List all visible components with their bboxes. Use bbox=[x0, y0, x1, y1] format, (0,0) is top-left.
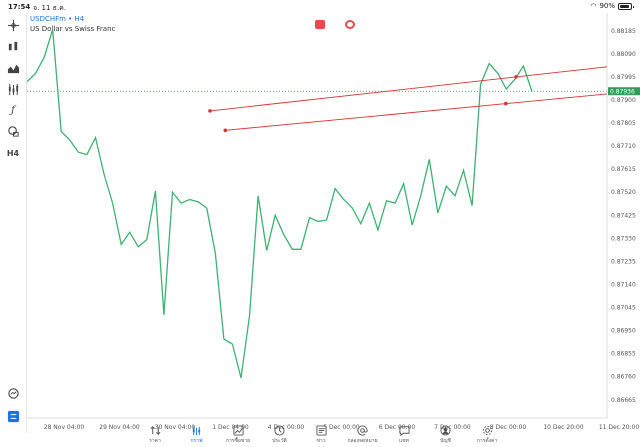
timeframe-button[interactable]: H4 bbox=[6, 148, 20, 158]
y-tick-label: 0.86760 bbox=[611, 374, 636, 381]
sell-button[interactable] bbox=[315, 20, 325, 29]
nav-settings[interactable]: การตั้งค่า bbox=[467, 425, 507, 445]
y-tick-label: 0.86855 bbox=[611, 351, 636, 358]
nav-label: กล่องจดหมาย bbox=[347, 438, 378, 444]
chart-area[interactable]: 0.88185 0.88090 0.87995 0.87900 0.87805 0.877… bbox=[27, 13, 640, 433]
trendline-1 bbox=[209, 66, 608, 112]
chat-icon bbox=[398, 426, 410, 436]
status-right: ◠ 90% bbox=[590, 2, 634, 10]
chart-icon bbox=[192, 425, 201, 436]
x-tick-label: 5 Dec 00:00 bbox=[323, 424, 360, 431]
nav-label: การซื้อขาย bbox=[225, 438, 251, 444]
y-tick-label: 0.87710 bbox=[611, 143, 636, 150]
y-tick-label: 0.88185 bbox=[611, 28, 636, 35]
nav-label: ประวัติ bbox=[272, 438, 287, 444]
wifi-icon: ◠ bbox=[590, 2, 597, 10]
x-tick-label: 10 Dec 20:00 bbox=[543, 424, 584, 431]
nav-label: ข่าว bbox=[316, 438, 326, 444]
y-tick-label: 0.88090 bbox=[611, 51, 636, 58]
price-chart[interactable]: 0.88185 0.88090 0.87995 0.87900 0.87805 0.877… bbox=[27, 13, 640, 433]
nav-mail[interactable]: กล่องจดหมาย bbox=[343, 425, 383, 445]
nav-chat[interactable]: แชท bbox=[384, 425, 424, 445]
history-icon bbox=[274, 425, 285, 436]
x-tick-label: 1 Dec 04:00 bbox=[212, 424, 249, 431]
x-tick-label: 11 Dec 20:00 bbox=[599, 424, 640, 431]
y-tick-label: 0.87425 bbox=[611, 212, 636, 219]
account-icon bbox=[440, 425, 451, 436]
trendline-anchor bbox=[514, 75, 518, 79]
shapes-icon[interactable] bbox=[4, 123, 22, 139]
symbol-name[interactable]: USDCHFm • H4 bbox=[30, 15, 85, 23]
battery-level bbox=[620, 4, 629, 8]
x-tick-label: 29 Nov 04:00 bbox=[99, 424, 140, 431]
bar-chart-icon[interactable] bbox=[4, 38, 22, 54]
y-tick-label: 0.87900 bbox=[611, 97, 636, 104]
trade-icon bbox=[232, 425, 244, 436]
app-logo-icon[interactable] bbox=[4, 408, 22, 424]
y-tick-label: 0.87140 bbox=[611, 281, 636, 288]
crosshair-icon[interactable] bbox=[4, 17, 22, 33]
function-icon[interactable]: ƒ bbox=[11, 104, 15, 116]
battery-icon bbox=[618, 2, 634, 10]
search-icon[interactable] bbox=[4, 385, 22, 401]
nav-news[interactable]: ข่าว bbox=[301, 425, 341, 445]
y-tick-label: 0.86665 bbox=[611, 397, 636, 404]
nav-label: แชท bbox=[399, 438, 409, 444]
status-date: จ. 11 ธ.ค. bbox=[33, 4, 67, 12]
status-bar: 17:54 จ. 11 ธ.ค. ◠ 90% bbox=[0, 0, 640, 13]
y-tick-label: 0.87995 bbox=[611, 74, 636, 81]
current-price-tag bbox=[608, 87, 640, 96]
x-tick-label: 28 Nov 04:00 bbox=[44, 424, 85, 431]
x-tick-label: 8 Dec 00:00 bbox=[490, 424, 527, 431]
trendline-2 bbox=[225, 93, 608, 131]
trendline-anchor bbox=[208, 109, 212, 113]
x-tick-label: 30 Nov 04:00 bbox=[155, 424, 196, 431]
candles-icon[interactable] bbox=[4, 81, 22, 97]
nav-label: บัญชี bbox=[440, 438, 451, 444]
price-series-line bbox=[27, 29, 533, 379]
symbol-description: US Dollar vs Swiss Franc bbox=[30, 25, 116, 33]
y-tick-label: 0.87615 bbox=[611, 166, 636, 173]
indicators-icon[interactable] bbox=[4, 60, 22, 76]
buy-button[interactable] bbox=[345, 20, 355, 29]
y-tick-label: 0.87235 bbox=[611, 258, 636, 265]
y-tick-label: 0.87520 bbox=[611, 189, 636, 196]
nav-label: การตั้งค่า bbox=[476, 438, 498, 444]
status-time: 17:54 bbox=[8, 3, 31, 11]
y-tick-label: 0.87330 bbox=[611, 235, 636, 242]
nav-trade[interactable]: การซื้อขาย bbox=[218, 425, 258, 445]
x-tick-label: 7 Dec 00:00 bbox=[434, 424, 471, 431]
y-tick-label: 0.87805 bbox=[611, 120, 636, 127]
left-toolbar: ƒ H4 bbox=[0, 13, 27, 433]
trendline-anchor bbox=[504, 101, 508, 106]
battery-percent: 90% bbox=[599, 2, 615, 10]
nav-label: กราฟ bbox=[190, 438, 203, 444]
one-click-trading bbox=[315, 20, 355, 29]
nav-account[interactable]: บัญชี bbox=[426, 425, 466, 445]
nav-quotes[interactable]: ราคา bbox=[135, 425, 175, 445]
x-tick-label: 4 Dec 00:00 bbox=[268, 424, 305, 431]
nav-history[interactable]: ประวัติ bbox=[260, 425, 300, 445]
current-price-label: 0.87936 bbox=[610, 89, 635, 96]
trendline-anchor bbox=[223, 128, 228, 133]
quotes-icon bbox=[150, 426, 160, 435]
nav-chart[interactable]: กราฟ bbox=[177, 425, 217, 445]
nav-label: ราคา bbox=[149, 438, 161, 444]
y-tick-label: 0.87045 bbox=[611, 305, 636, 312]
settings-icon bbox=[482, 425, 492, 436]
x-tick-label: 6 Dec 00:00 bbox=[379, 424, 416, 431]
bottom-nav: ราคา กราฟ การซื้อขาย ประวัติ ข่าว กล่องจดหมาย… bbox=[0, 425, 640, 447]
news-icon bbox=[315, 425, 327, 436]
mail-icon bbox=[357, 425, 368, 436]
symbol-header: USDCHFm • H4 US Dollar vs Swiss Franc bbox=[30, 15, 115, 33]
y-tick-label: 0.86950 bbox=[611, 328, 636, 335]
